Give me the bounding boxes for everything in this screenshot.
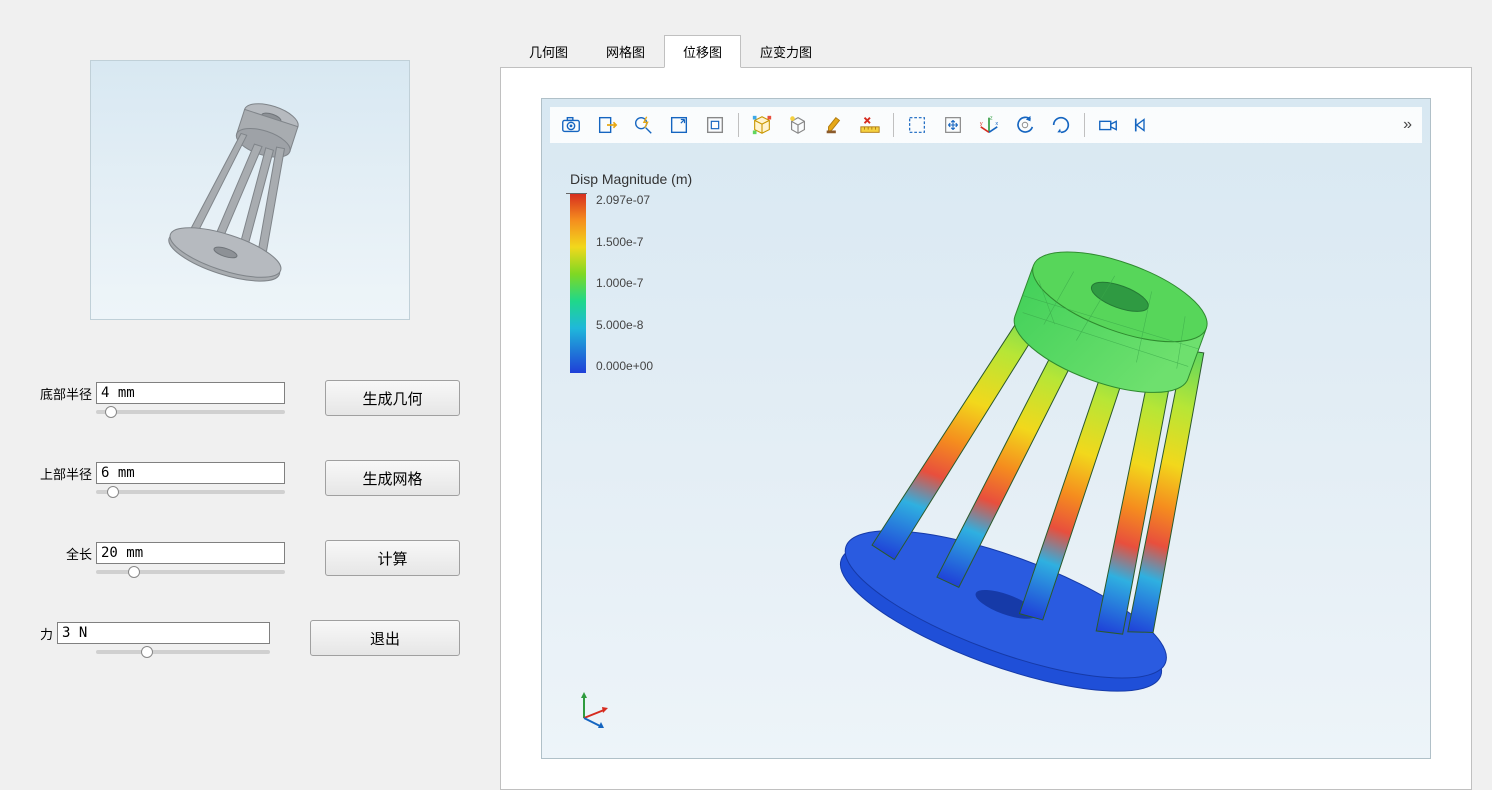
left-panel: 底部半径 生成几何 上部半径 生成网格 全长 [0,0,500,790]
bottom-radius-slider[interactable] [96,410,285,414]
move-icon[interactable] [938,110,968,140]
zoom-lightning-icon[interactable] [628,110,658,140]
fea-model [742,159,1390,718]
box-out-icon[interactable] [700,110,730,140]
param-top-radius-row: 上部半径 生成网格 [40,460,460,496]
axes-triad-icon [572,688,612,728]
ruler-x-icon[interactable] [855,110,885,140]
length-label: 全长 [40,544,92,563]
toolbar-separator [1084,113,1085,137]
view-container: z y x » Disp Magnitude (m) 2.097e-07 1.500… [500,67,1472,790]
svg-text:x: x [995,121,998,127]
tab-geometry[interactable]: 几何图 [510,35,587,68]
param-force-row: 力 退出 [40,620,460,656]
toolbar-separator [893,113,894,137]
box-in-icon[interactable] [664,110,694,140]
right-panel: 几何图 网格图 位移图 应变力图 z y x [500,0,1492,790]
rotate-right-icon[interactable] [1046,110,1076,140]
geometry-preview [90,60,410,320]
cube-colors-icon[interactable] [747,110,777,140]
legend-ticks: 2.097e-07 1.500e-7 1.000e-7 5.000e-8 0.0… [596,193,653,373]
legend-title: Disp Magnitude (m) [570,171,692,187]
generate-mesh-button[interactable]: 生成网格 [325,460,460,496]
force-input[interactable] [57,622,270,644]
legend-tick: 1.000e-7 [596,276,653,290]
export-icon[interactable] [592,110,622,140]
rewind-icon[interactable] [1129,110,1159,140]
legend-tick: 5.000e-8 [596,318,653,332]
toolbar-separator [738,113,739,137]
brush-icon[interactable] [819,110,849,140]
force-slider[interactable] [96,650,270,654]
color-legend: Disp Magnitude (m) 2.097e-07 1.500e-7 1.… [570,171,692,373]
legend-tick: 2.097e-07 [596,193,653,207]
3d-viewport[interactable]: z y x » Disp Magnitude (m) 2.097e-07 1.500… [541,98,1431,759]
cube-light-icon[interactable] [783,110,813,140]
camera-side-icon[interactable] [1093,110,1123,140]
view-tabs: 几何图 网格图 位移图 应变力图 [500,34,1492,67]
top-radius-slider[interactable] [96,490,285,494]
tab-displacement[interactable]: 位移图 [664,35,741,68]
generate-geometry-button[interactable]: 生成几何 [325,380,460,416]
bottom-radius-label: 底部半径 [40,384,92,403]
length-input[interactable] [96,542,285,564]
rotate-left-icon[interactable] [1010,110,1040,140]
top-radius-input[interactable] [96,462,285,484]
parameters-form: 底部半径 生成几何 上部半径 生成网格 全长 [40,380,460,656]
bottom-radius-input[interactable] [96,382,285,404]
axes-icon[interactable]: zyx [974,110,1004,140]
tab-mesh[interactable]: 网格图 [587,35,664,68]
svg-text:z: z [990,116,993,122]
toolbar-overflow-icon[interactable]: » [1399,116,1416,134]
legend-tick: 1.500e-7 [596,235,653,249]
compute-button[interactable]: 计算 [325,540,460,576]
tab-stress[interactable]: 应变力图 [741,35,831,68]
legend-colorbar [570,193,586,373]
force-label: 力 [40,624,53,643]
viewport-toolbar: z y x » [550,107,1422,143]
exit-button[interactable]: 退出 [310,620,460,656]
legend-tick: 0.000e+00 [596,359,653,373]
param-bottom-radius-row: 底部半径 生成几何 [40,380,460,416]
top-radius-label: 上部半径 [40,464,92,483]
svg-text:y: y [980,121,983,127]
camera-icon[interactable] [556,110,586,140]
param-length-row: 全长 计算 [40,540,460,576]
length-slider[interactable] [96,570,285,574]
select-box-icon[interactable] [902,110,932,140]
preview-model-icon [160,85,340,295]
